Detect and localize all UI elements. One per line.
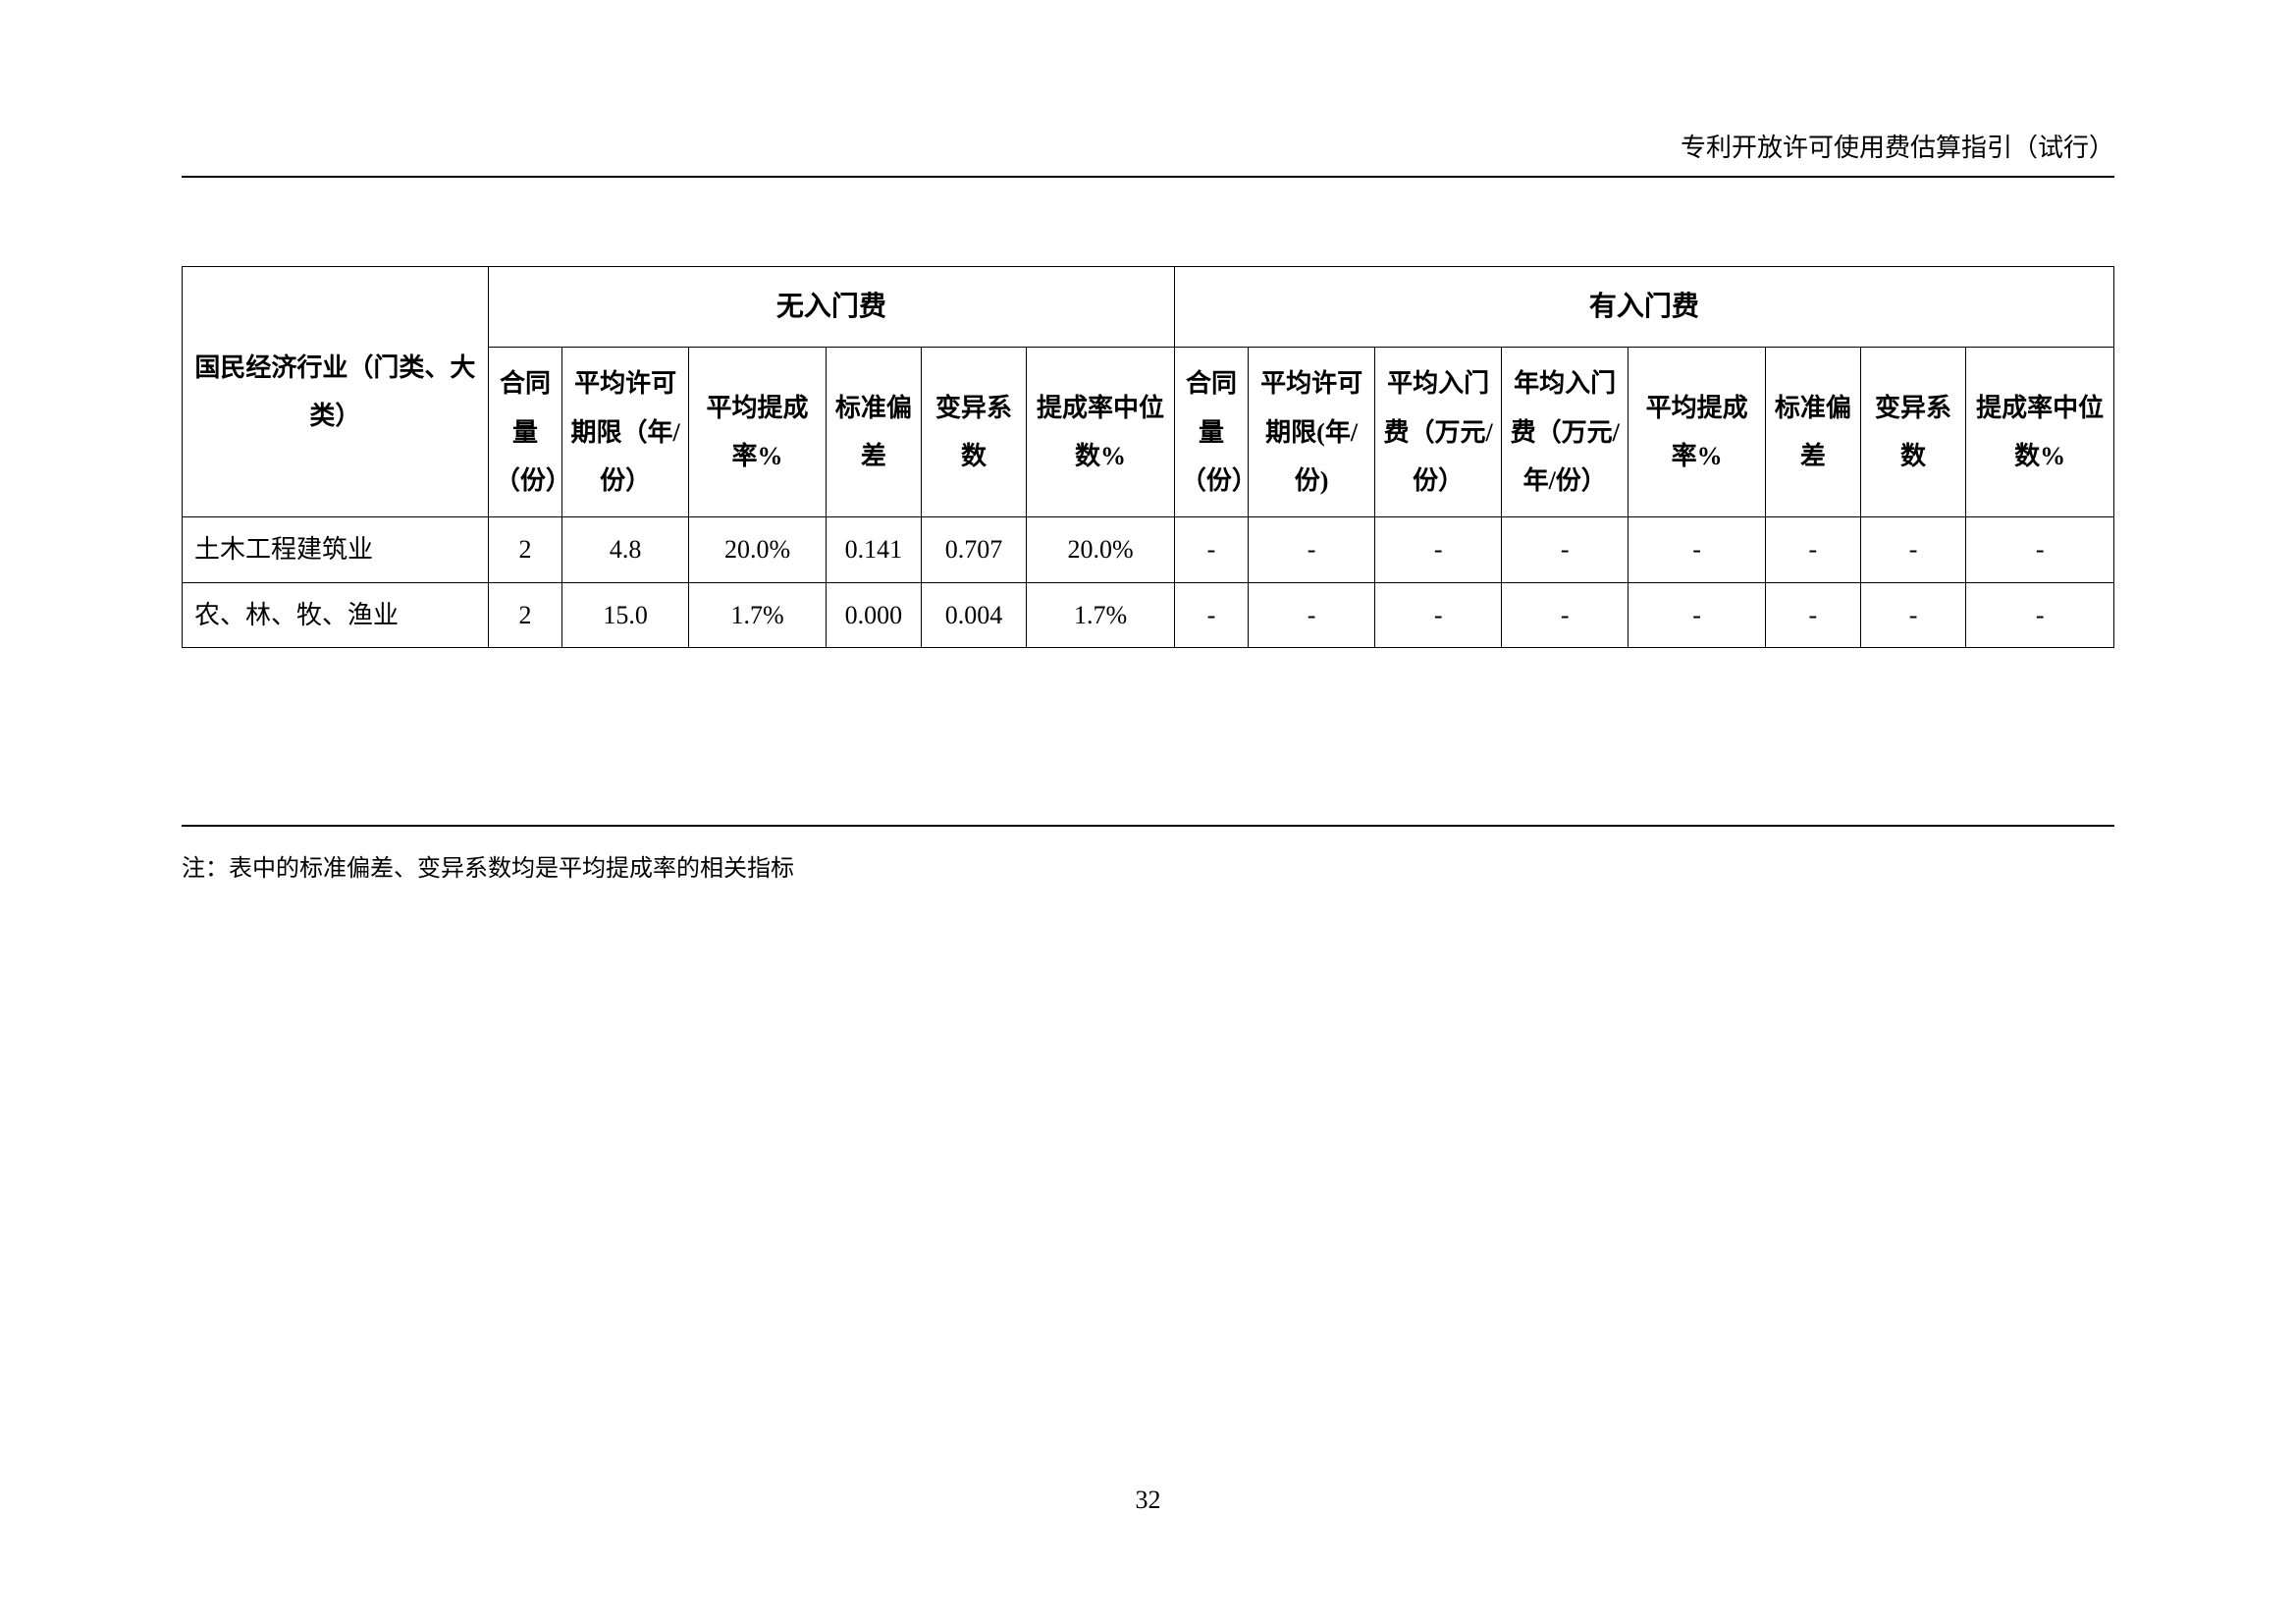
cell-value: 2 — [488, 517, 561, 582]
col-we-avg-entry-fee: 平均入门费（万元/份） — [1375, 348, 1502, 517]
cell-value: - — [1629, 517, 1766, 582]
cell-value: 15.0 — [562, 582, 689, 647]
footnote-divider — [182, 825, 2114, 827]
cell-value: 4.8 — [562, 517, 689, 582]
table-header-row-groups: 国民经济行业（门类、大类） 无入门费 有入门费 — [183, 267, 2114, 348]
cell-value: - — [1629, 582, 1766, 647]
col-we-std-dev: 标准偏差 — [1766, 348, 1861, 517]
col-industry-header: 国民经济行业（门类、大类） — [183, 267, 489, 517]
col-ne-avg-term: 平均许可期限（年/份） — [562, 348, 689, 517]
col-we-median: 提成率中位数% — [1966, 348, 2114, 517]
footnote-text: 注：表中的标准偏差、变异系数均是平均提成率的相关指标 — [182, 848, 2114, 883]
cell-value: - — [1174, 582, 1248, 647]
cell-value: 1.7% — [1027, 582, 1175, 647]
col-we-avg-term: 平均许可期限(年/份) — [1249, 348, 1375, 517]
col-we-avg-rate: 平均提成率% — [1629, 348, 1766, 517]
cell-value: - — [1375, 582, 1502, 647]
cell-value: 20.0% — [1027, 517, 1175, 582]
page-number: 32 — [0, 1486, 2296, 1515]
cell-value: 0.000 — [826, 582, 921, 647]
cell-value: 0.004 — [921, 582, 1027, 647]
cell-industry: 土木工程建筑业 — [183, 517, 489, 582]
cell-industry: 农、林、牧、渔业 — [183, 582, 489, 647]
cell-value: - — [1502, 517, 1629, 582]
data-table: 国民经济行业（门类、大类） 无入门费 有入门费 合同量（份） 平均许可期限（年/… — [182, 266, 2114, 648]
table-row: 农、林、牧、渔业 2 15.0 1.7% 0.000 0.004 1.7% - … — [183, 582, 2114, 647]
cell-value: 0.707 — [921, 517, 1027, 582]
col-ne-std-dev: 标准偏差 — [826, 348, 921, 517]
cell-value: - — [1766, 517, 1861, 582]
cell-value: - — [1249, 582, 1375, 647]
cell-value: - — [1375, 517, 1502, 582]
table-row: 土木工程建筑业 2 4.8 20.0% 0.141 0.707 20.0% - … — [183, 517, 2114, 582]
cell-value: - — [1860, 582, 1966, 647]
group-with-entry-header: 有入门费 — [1174, 267, 2113, 348]
cell-value: - — [1174, 517, 1248, 582]
page-header-title: 专利开放许可使用费估算指引（试行） — [182, 128, 2114, 178]
cell-value: 20.0% — [689, 517, 827, 582]
cell-value: - — [1860, 517, 1966, 582]
cell-value: - — [1502, 582, 1629, 647]
cell-value: 2 — [488, 582, 561, 647]
col-ne-avg-rate: 平均提成率% — [689, 348, 827, 517]
col-we-contract-count: 合同量（份） — [1174, 348, 1248, 517]
col-we-cv: 变异系数 — [1860, 348, 1966, 517]
col-ne-cv: 变异系数 — [921, 348, 1027, 517]
cell-value: - — [1766, 582, 1861, 647]
col-ne-contract-count: 合同量（份） — [488, 348, 561, 517]
cell-value: - — [1966, 517, 2114, 582]
cell-value: 0.141 — [826, 517, 921, 582]
col-we-annual-entry-fee: 年均入门费（万元/年/份） — [1502, 348, 1629, 517]
group-no-entry-header: 无入门费 — [488, 267, 1174, 348]
cell-value: - — [1966, 582, 2114, 647]
cell-value: 1.7% — [689, 582, 827, 647]
col-ne-median: 提成率中位数% — [1027, 348, 1175, 517]
cell-value: - — [1249, 517, 1375, 582]
